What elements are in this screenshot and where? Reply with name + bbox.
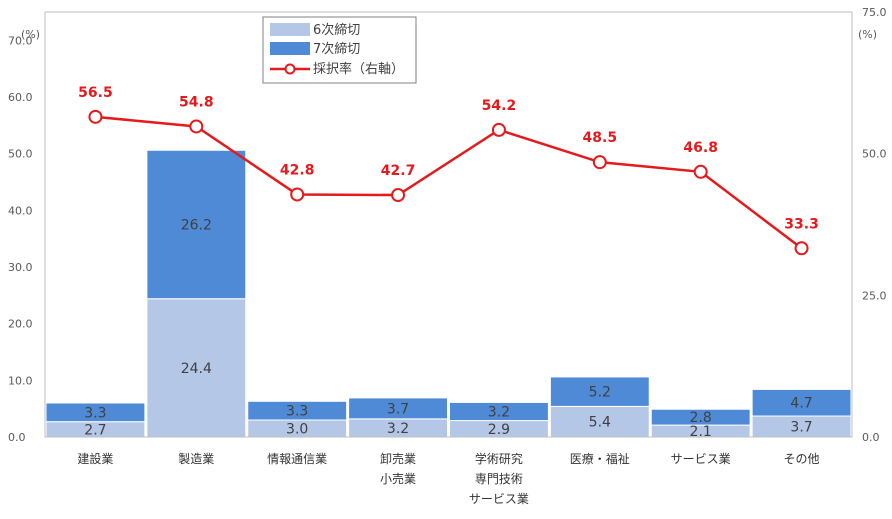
left-tick-label: 60.0 (8, 91, 33, 104)
rate-marker (88, 109, 103, 124)
right-tick-label: 25.0 (862, 289, 887, 302)
bar-6ji-value-label: 3.7 (790, 420, 812, 436)
bar-7ji-value-label: 26.2 (181, 218, 212, 234)
bar-7ji (549, 376, 650, 407)
axes-layer: (%) (%) 0.0 10.0 20.0 30.0 40.0 50.0 60.0 70.0 0… (8, 6, 887, 506)
category-label: 製造業 (178, 452, 214, 466)
rate-value-label: 48.5 (583, 130, 618, 146)
line-layer: 56.5 54.8 42.8 42.7 54.2 48.5 46.8 33.3 (78, 85, 819, 256)
category-label: 学術研究 (475, 451, 523, 466)
bar-7ji-value-label: 4.7 (790, 396, 812, 412)
bar-7ji (751, 388, 852, 417)
bar-7ji (45, 402, 146, 423)
bar-7ji-value-label: 3.7 (387, 401, 409, 417)
rate-marker (592, 155, 607, 170)
left-tick-label: 70.0 (8, 34, 33, 47)
left-tick-label: 40.0 (8, 204, 33, 217)
left-tick-label: 50.0 (8, 148, 33, 161)
category-label: サービス業 (469, 492, 529, 506)
bar-7ji (247, 400, 348, 421)
rate-value-label: 54.8 (179, 94, 214, 110)
right-tick-label: 0.0 (862, 431, 880, 444)
rate-value-label: 42.7 (381, 163, 416, 179)
bar-7ji-value-label: 5.2 (589, 385, 611, 401)
bar-6ji-value-label: 24.4 (181, 361, 212, 377)
bar-6ji-value-label: 3.2 (387, 421, 409, 437)
bar-6ji-value-label: 2.9 (488, 422, 510, 438)
plot-frame (44, 11, 853, 438)
bar-layer: 2.73.324.426.23.03.33.23.72.93.25.45.22.… (45, 149, 852, 440)
legend-label-6ji: 6次締切 (313, 22, 360, 38)
right-tick-label: 75.0 (862, 6, 887, 19)
bar-7ji-value-label: 2.8 (690, 410, 712, 426)
rate-value-label: 56.5 (78, 85, 113, 101)
rate-marker (391, 188, 406, 203)
rate-value-label: 54.2 (482, 98, 517, 114)
rate-value-label: 46.8 (683, 140, 718, 156)
right-tick-label: 50.0 (862, 148, 887, 161)
rate-line (95, 115, 803, 250)
category-label: その他 (784, 452, 820, 466)
rate-value-label: 33.3 (784, 216, 819, 232)
category-label: 情報通信業 (267, 452, 327, 466)
legend-marker-rate (284, 63, 296, 75)
left-axis-unit: (%) (21, 28, 40, 41)
legend-swatch-7ji (270, 42, 310, 55)
rate-marker (794, 241, 809, 256)
bar-7ji-value-label: 3.2 (488, 405, 510, 421)
rate-marker (290, 187, 305, 202)
category-label: サービス業 (671, 452, 731, 466)
bar-7ji-value-label: 3.3 (84, 405, 106, 421)
left-tick-label: 0.0 (8, 431, 26, 444)
category-label: 専門技術 (475, 472, 523, 486)
rate-value-label: 42.8 (280, 162, 315, 178)
rate-marker (491, 122, 506, 137)
category-label: 小売業 (380, 471, 416, 486)
rate-marker (693, 164, 708, 179)
bar-6ji-value-label: 5.4 (589, 415, 611, 431)
legend-label-rate: 採択率（右軸） (313, 61, 404, 77)
rate-marker (189, 119, 204, 134)
bar-7ji (449, 401, 549, 422)
bar-7ji (146, 149, 247, 300)
bar-7ji (348, 397, 448, 420)
bar-7ji (650, 408, 751, 426)
legend-swatch-6ji (270, 23, 310, 36)
legend: 6次締切 7次締切 採択率（右軸） (262, 16, 417, 84)
bar-6ji-value-label: 2.1 (690, 424, 712, 440)
bar-7ji-value-label: 3.3 (286, 404, 308, 420)
category-label: 医療・福祉 (570, 451, 630, 466)
left-tick-label: 10.0 (8, 374, 33, 387)
bar-6ji (549, 405, 650, 438)
bar-6ji-value-label: 2.7 (84, 422, 106, 438)
bar-6ji-value-label: 3.0 (286, 422, 308, 438)
left-tick-label: 30.0 (8, 261, 33, 274)
category-label: 建設業 (77, 451, 113, 466)
left-tick-label: 20.0 (8, 318, 33, 331)
right-axis-unit: (%) (858, 28, 877, 41)
category-label: 卸売業 (380, 451, 416, 466)
legend-label-7ji: 7次締切 (313, 41, 360, 57)
